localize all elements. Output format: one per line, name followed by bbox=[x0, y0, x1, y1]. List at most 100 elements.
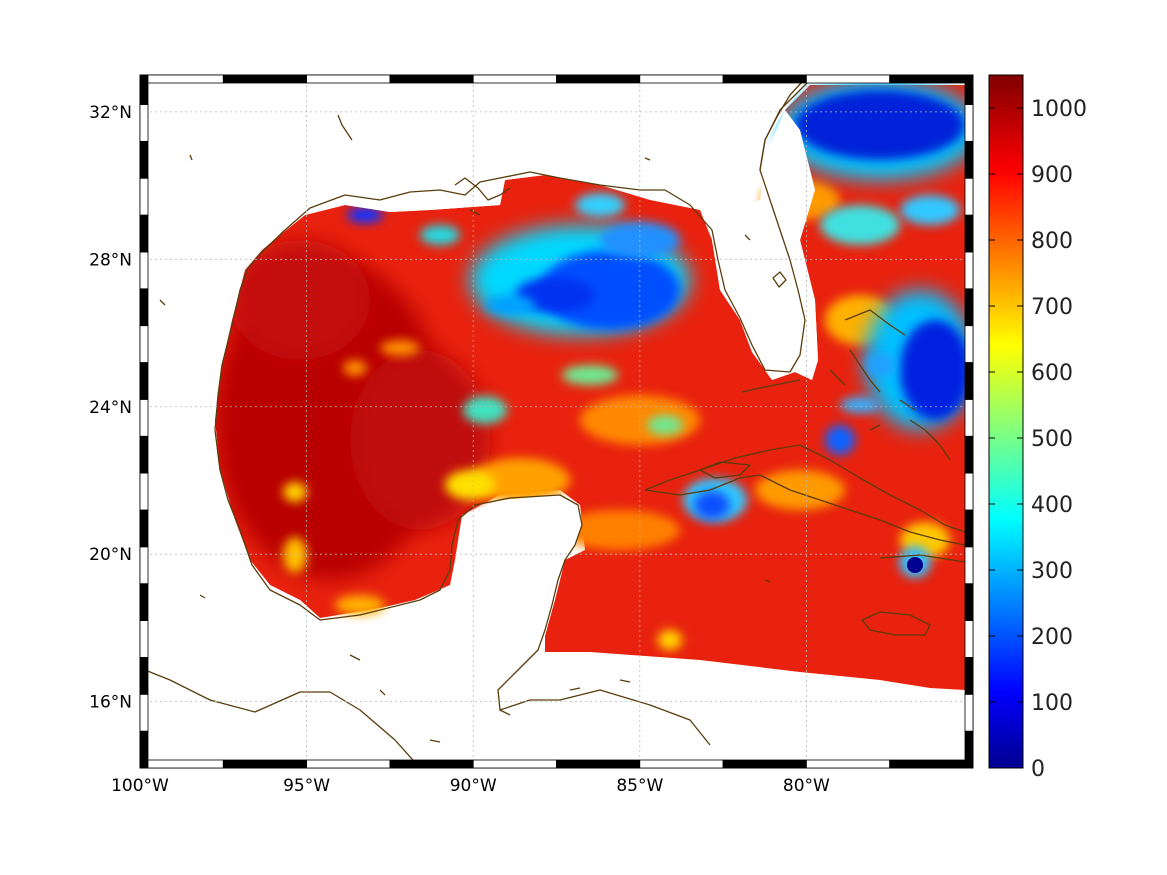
frame-segment bbox=[964, 730, 974, 769]
frame-segment bbox=[139, 288, 149, 327]
frame-segment bbox=[139, 759, 224, 769]
small-islands bbox=[159, 114, 771, 743]
lon-tick-label: 90°W bbox=[450, 776, 497, 796]
frame-segment bbox=[964, 398, 974, 437]
frame-segment bbox=[964, 74, 974, 105]
frame-segment bbox=[139, 657, 149, 695]
lake-okeechobee bbox=[772, 271, 787, 288]
frame-segment bbox=[139, 546, 149, 585]
frame-segment bbox=[964, 214, 974, 253]
colorbar-tick-label: 600 bbox=[1031, 361, 1073, 386]
lat-tick-label: 16°N bbox=[89, 693, 132, 713]
frame-segment bbox=[964, 693, 974, 732]
frame-segment bbox=[964, 472, 974, 511]
frame-segment bbox=[139, 583, 149, 621]
frame-segment bbox=[964, 104, 974, 142]
frame-segment bbox=[139, 472, 149, 511]
map-area bbox=[140, 75, 973, 768]
lon-tick-label: 100°W bbox=[111, 776, 169, 796]
frame-segment bbox=[964, 362, 974, 400]
frame-segment bbox=[139, 730, 149, 769]
colorbar-tick-label: 400 bbox=[1031, 493, 1073, 518]
colorbar-tick-label: 700 bbox=[1031, 295, 1073, 320]
frame-segment bbox=[639, 759, 724, 769]
atlantic-north-low bbox=[780, 80, 973, 245]
frame-segment bbox=[222, 74, 308, 84]
coastlines bbox=[140, 75, 966, 768]
frame-segment bbox=[139, 140, 149, 179]
frame-segment bbox=[139, 74, 224, 84]
frame-segment bbox=[806, 759, 891, 769]
colorbar-tick-label: 800 bbox=[1031, 229, 1073, 254]
frame-segment bbox=[139, 362, 149, 400]
frame-segment bbox=[306, 759, 391, 769]
cayman-low bbox=[899, 546, 931, 578]
frame-segment bbox=[964, 657, 974, 695]
frame-segment bbox=[889, 74, 974, 84]
cuba-south-low bbox=[683, 478, 747, 522]
mid-gulf-patch bbox=[463, 396, 507, 424]
frame-segment bbox=[964, 325, 974, 363]
bahamas-islands bbox=[829, 309, 951, 461]
jamaica-coast bbox=[861, 611, 931, 636]
frame-segment bbox=[139, 435, 149, 474]
colorbar-tick-label: 500 bbox=[1031, 427, 1073, 452]
frame-segment bbox=[139, 398, 149, 437]
cuba-west bbox=[699, 461, 751, 479]
bahamas-low bbox=[825, 290, 973, 455]
colorbar-tick-label: 100 bbox=[1031, 691, 1073, 716]
colorbar-tick-label: 900 bbox=[1031, 163, 1073, 188]
florida-keys bbox=[741, 379, 801, 393]
frame-segment bbox=[472, 759, 557, 769]
lat-tick-label: 28°N bbox=[89, 250, 132, 270]
lon-tick-label: 80°W bbox=[783, 776, 830, 796]
frame-segment bbox=[139, 104, 149, 142]
cuba-coast bbox=[644, 444, 966, 546]
colorbar-tick-label: 0 bbox=[1031, 757, 1045, 782]
colorbar-tick-label: 300 bbox=[1031, 559, 1073, 584]
frame-segment bbox=[964, 435, 974, 474]
frame-segment bbox=[964, 509, 974, 548]
frame-segment bbox=[722, 74, 807, 84]
frame-segment bbox=[306, 74, 391, 84]
frame-segment bbox=[639, 74, 724, 84]
frame-segment bbox=[556, 759, 641, 769]
lon-tick-label: 85°W bbox=[616, 776, 663, 796]
frame-segment bbox=[139, 509, 149, 548]
colorbar-bar bbox=[988, 74, 1024, 769]
frame-segment bbox=[139, 325, 149, 363]
frame-segment bbox=[964, 288, 974, 327]
hispaniola-coast bbox=[879, 554, 966, 563]
frame-segment bbox=[139, 214, 149, 253]
colorbar: 0 100 200 300 400 500 600 700 800 900 1000 bbox=[988, 74, 1087, 782]
data-field bbox=[215, 80, 973, 690]
frame-segment bbox=[139, 251, 149, 290]
frame-segment bbox=[806, 74, 891, 84]
mississippi-delta bbox=[454, 177, 511, 216]
axis-labels: 100°W 95°W 90°W 85°W 80°W 16°N 20°N 24°N 28°N 32°… bbox=[89, 103, 830, 796]
frame-segment bbox=[722, 759, 807, 769]
lat-tick-label: 32°N bbox=[89, 103, 132, 123]
frame-segment bbox=[139, 620, 149, 658]
frame-segment bbox=[139, 177, 149, 216]
frame-segment bbox=[389, 74, 474, 84]
frame-segment bbox=[222, 759, 308, 769]
land-mask bbox=[140, 75, 818, 768]
map-grid bbox=[140, 75, 973, 768]
frame-segment bbox=[964, 251, 974, 290]
map-frame-border bbox=[139, 74, 974, 769]
colorbar-tick-label: 200 bbox=[1031, 625, 1073, 650]
lat-tick-label: 20°N bbox=[89, 545, 132, 565]
frame-segment bbox=[472, 74, 557, 84]
central-america-coast bbox=[140, 667, 421, 768]
lon-tick-label: 95°W bbox=[283, 776, 330, 796]
frame-segment bbox=[964, 546, 974, 585]
frame-segment bbox=[964, 620, 974, 658]
central-gulf-low bbox=[347, 193, 690, 335]
frame-segment bbox=[889, 759, 974, 769]
frame-segment bbox=[964, 177, 974, 216]
colorbar-ticks: 0 100 200 300 400 500 600 700 800 900 1000 bbox=[989, 97, 1087, 782]
colorbar-tick-label: 1000 bbox=[1031, 97, 1087, 122]
frame-segment bbox=[556, 74, 641, 84]
